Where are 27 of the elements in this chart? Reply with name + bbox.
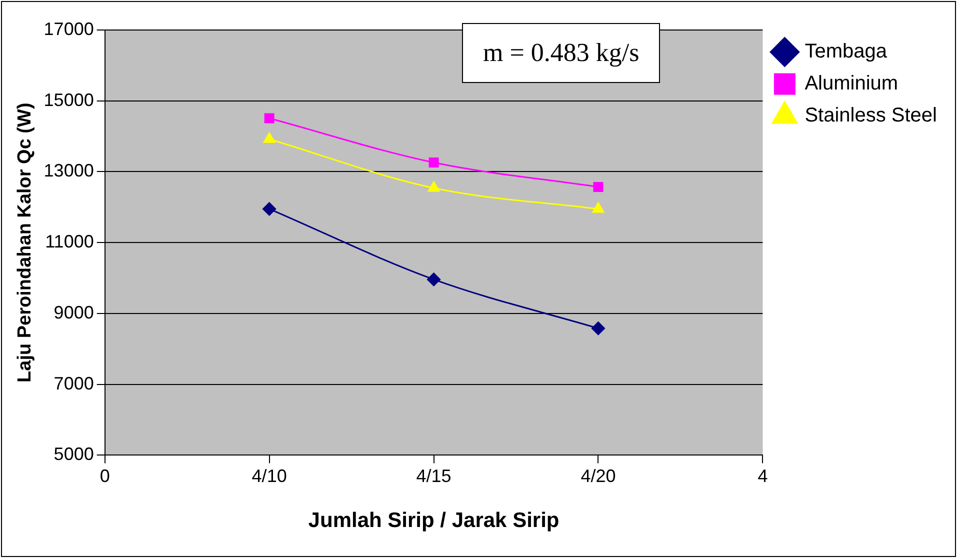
annotation: m = 0.483 kg/s [462,23,660,83]
y-tick-label: 13000 [44,160,94,181]
x-tick-label: 4 [758,466,768,486]
point [592,202,604,213]
x-axis-title: Jumlah Sirip / Jarak Sirip [308,509,560,532]
point [593,182,604,192]
x-tick-label: 4/10 [252,466,287,486]
point [262,202,276,216]
legend-label: Aluminium [804,72,898,95]
legend-label: Stainless Steel [804,104,937,127]
y-tick-label: 15000 [44,90,94,110]
point [264,113,274,124]
y-tick-label: 17000 [44,18,94,39]
y-axis-title: Laju Peroindahan Kalor Qc (W) [14,102,36,382]
point [428,181,440,192]
legend-label: Tembaga [804,40,888,63]
y-tick-label: 5000 [54,444,94,464]
y-tick-label: 11000 [45,232,94,252]
point [427,272,441,286]
x-tick-label: 4/20 [580,466,616,486]
y-tick-label: 7000 [54,373,94,394]
y-tick-label: 9000 [54,302,94,322]
point [591,322,605,336]
x-tick-label: 0 [100,466,110,486]
point [263,132,276,143]
x-tick-label: 4/15 [416,466,452,486]
point [428,158,439,168]
